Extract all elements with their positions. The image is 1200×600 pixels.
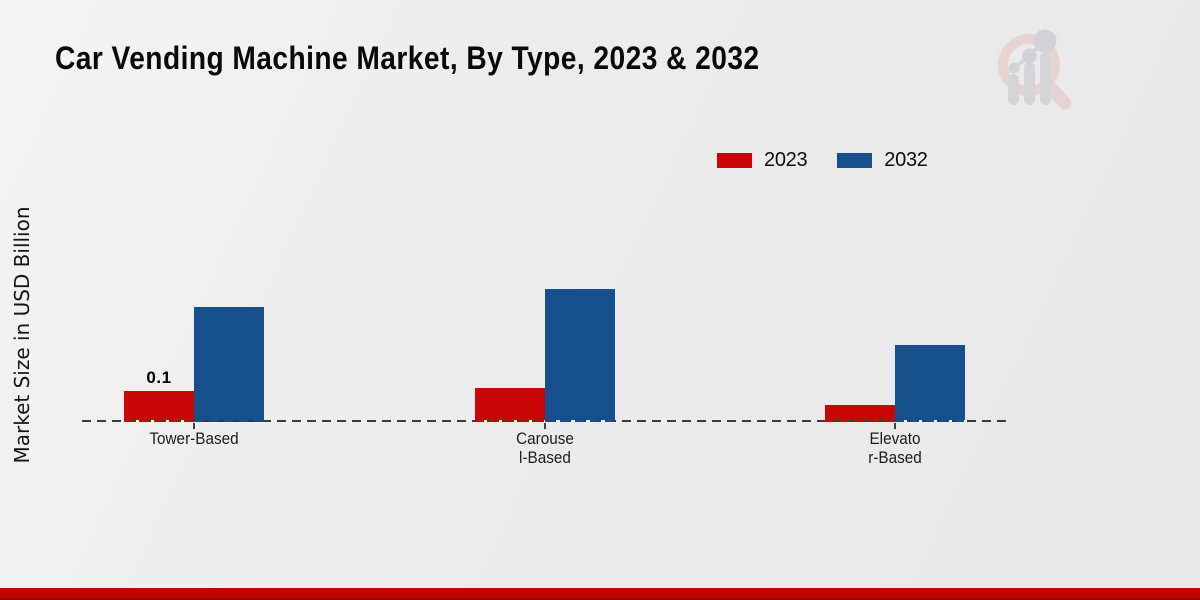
chart-title: Car Vending Machine Market, By Type, 202…	[55, 40, 760, 76]
x-tick-label-Carousel-Based: Carouse l-Based	[516, 429, 574, 467]
x-axis-tick	[544, 423, 546, 429]
x-tick-label-Elevator-Based: Elevato r-Based	[868, 429, 922, 467]
legend: 2023 2032	[717, 149, 928, 172]
bar-2032-Carousel-Based	[545, 289, 615, 420]
legend-swatch-2023	[717, 153, 752, 168]
zero-line-color-overlay	[194, 420, 264, 422]
magnifier-bar-chart-logo	[998, 29, 1072, 110]
bar-2032-Elevator-Based	[895, 345, 965, 420]
logo-dot-large	[1033, 29, 1057, 53]
x-axis-tick	[894, 423, 896, 429]
legend-label-2023: 2023	[764, 149, 808, 171]
logo-dot-medium	[1022, 48, 1037, 64]
logo-bar-medium	[1024, 62, 1035, 105]
magnifier-handle	[1044, 81, 1072, 110]
legend-label-2032: 2032	[884, 149, 928, 171]
x-tick-label-Tower-Based: Tower-Based	[149, 429, 239, 448]
bar-2023-Elevator-Based	[825, 405, 895, 420]
zero-line-color-overlay	[825, 420, 895, 422]
footer-red-band	[0, 588, 1200, 600]
legend-item-2023[interactable]: 2023	[717, 149, 808, 172]
zero-line-color-overlay	[124, 420, 194, 422]
zero-line-color-overlay	[895, 420, 965, 422]
logo-dot-small	[1008, 62, 1020, 74]
legend-item-2032[interactable]: 2032	[837, 149, 928, 172]
bar-2032-Tower-Based	[194, 307, 264, 420]
logo-bar-small	[1008, 74, 1019, 105]
legend-swatch-2032	[837, 153, 873, 168]
bar-value-label: 0.1	[146, 368, 172, 387]
zero-line-color-overlay	[475, 420, 545, 422]
bar-2023-Carousel-Based	[475, 388, 545, 420]
y-axis-label: Market Size in USD Billion	[10, 206, 34, 464]
plot-area: Tower-Based Carouse l-Based Elevato r-Based 0…	[82, 140, 1006, 467]
x-axis-tick	[193, 423, 195, 429]
zero-line-color-overlay	[545, 420, 615, 422]
logo-bar-tall	[1040, 52, 1051, 105]
bar-2023-Tower-Based	[124, 391, 194, 420]
